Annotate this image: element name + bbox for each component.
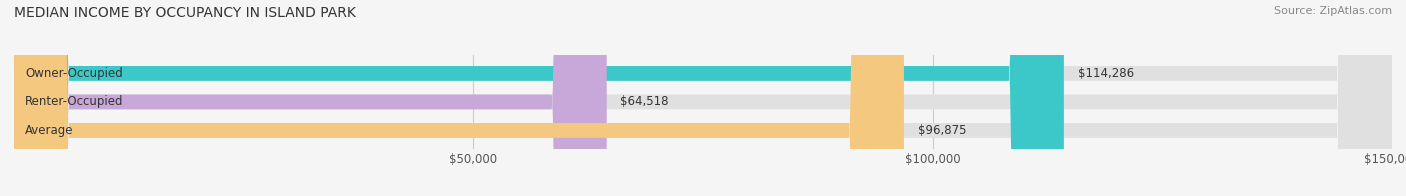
FancyBboxPatch shape	[14, 0, 904, 196]
FancyBboxPatch shape	[14, 0, 1392, 196]
FancyBboxPatch shape	[14, 0, 1392, 196]
FancyBboxPatch shape	[14, 0, 607, 196]
Text: Average: Average	[25, 124, 73, 137]
Text: Owner-Occupied: Owner-Occupied	[25, 67, 122, 80]
Text: $96,875: $96,875	[918, 124, 966, 137]
Text: Source: ZipAtlas.com: Source: ZipAtlas.com	[1274, 6, 1392, 16]
Text: Renter-Occupied: Renter-Occupied	[25, 95, 124, 108]
Text: $114,286: $114,286	[1077, 67, 1133, 80]
FancyBboxPatch shape	[14, 0, 1064, 196]
Text: $64,518: $64,518	[620, 95, 669, 108]
Text: MEDIAN INCOME BY OCCUPANCY IN ISLAND PARK: MEDIAN INCOME BY OCCUPANCY IN ISLAND PAR…	[14, 6, 356, 20]
FancyBboxPatch shape	[14, 0, 1392, 196]
